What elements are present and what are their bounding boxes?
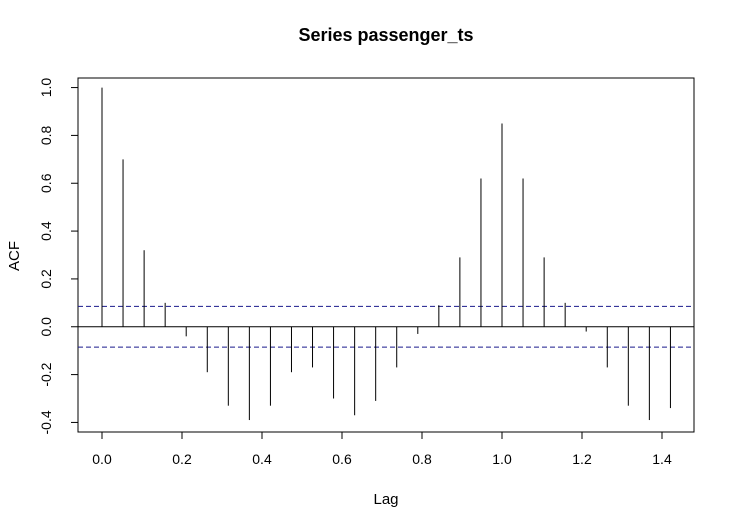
y-tick-label: 0.6: [38, 173, 54, 193]
acf-marks: [78, 87, 694, 421]
x-tick-label: 1.0: [492, 451, 512, 467]
y-axis-label: ACF: [6, 241, 23, 271]
y-tick-label: -0.2: [38, 362, 54, 386]
y-tick-label: -0.4: [38, 410, 54, 434]
y-axis: -0.4 -0.2 0.0 0.2 0.4 0.6 0.8 1.0: [38, 78, 79, 434]
y-tick-label: 1.0: [38, 78, 54, 98]
plot-frame: [77, 77, 695, 433]
x-axis: 0.0 0.2 0.4 0.6 0.8 1.0 1.2 1.4: [92, 431, 672, 467]
y-tick-label: 0.2: [38, 269, 54, 289]
x-tick-label: 1.4: [652, 451, 672, 467]
x-tick-label: 1.2: [572, 451, 592, 467]
x-tick-label: 0.0: [92, 451, 112, 467]
x-tick-label: 0.6: [332, 451, 352, 467]
x-tick-label: 0.4: [252, 451, 272, 467]
x-tick-label: 0.8: [412, 451, 432, 467]
y-tick-label: 0.0: [38, 317, 54, 337]
y-tick-label: 0.4: [38, 221, 54, 241]
x-tick-label: 0.2: [172, 451, 192, 467]
x-axis-label: Lag: [373, 491, 398, 508]
y-tick-label: 0.8: [38, 125, 54, 145]
chart-title: Series passenger_ts: [298, 25, 473, 45]
